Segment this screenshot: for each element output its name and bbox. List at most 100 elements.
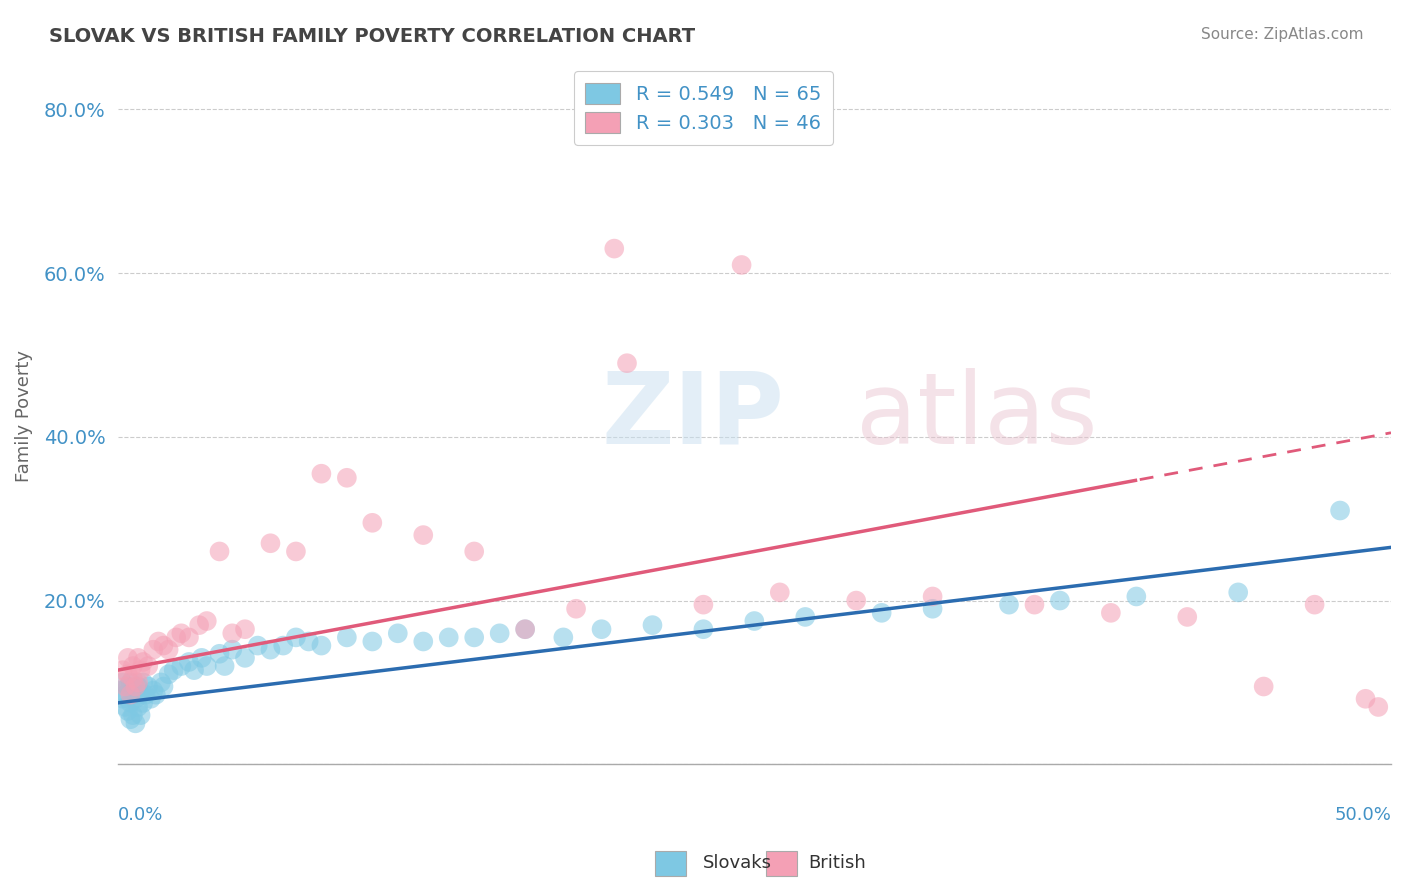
Text: 0.0%: 0.0% — [118, 806, 163, 824]
Point — [437, 631, 460, 645]
Y-axis label: Family Poverty: Family Poverty — [15, 351, 32, 483]
Point — [124, 680, 146, 694]
Point — [1175, 610, 1198, 624]
Point — [127, 651, 149, 665]
Point — [1049, 593, 1071, 607]
Point — [114, 700, 136, 714]
Point — [921, 601, 943, 615]
Point — [111, 663, 134, 677]
Point — [142, 683, 165, 698]
Point — [117, 680, 139, 694]
Point — [136, 680, 159, 694]
Point — [120, 675, 142, 690]
Point — [114, 680, 136, 694]
Point — [311, 639, 333, 653]
Point — [117, 651, 139, 665]
Point — [311, 467, 333, 481]
Point — [163, 663, 186, 677]
Point — [794, 610, 817, 624]
Point — [998, 598, 1021, 612]
Point — [165, 631, 187, 645]
Point — [488, 626, 510, 640]
Point — [603, 242, 626, 256]
Point — [692, 598, 714, 612]
Point — [136, 659, 159, 673]
Point — [233, 651, 256, 665]
Point — [132, 675, 155, 690]
Point — [271, 639, 294, 653]
Point — [177, 631, 200, 645]
Point — [132, 655, 155, 669]
Point — [1354, 691, 1376, 706]
Point — [565, 601, 588, 615]
Point — [336, 471, 359, 485]
Point — [591, 622, 613, 636]
Point — [170, 626, 193, 640]
Point — [1099, 606, 1122, 620]
Point — [124, 691, 146, 706]
Point — [412, 528, 434, 542]
Point — [170, 659, 193, 673]
Point — [117, 704, 139, 718]
Point — [124, 716, 146, 731]
Point — [142, 642, 165, 657]
Point — [259, 536, 281, 550]
Point — [148, 634, 170, 648]
Point — [188, 618, 211, 632]
Point — [208, 647, 231, 661]
Text: 50.0%: 50.0% — [1334, 806, 1391, 824]
Text: Source: ZipAtlas.com: Source: ZipAtlas.com — [1201, 27, 1364, 42]
Point — [361, 516, 384, 530]
Point — [513, 622, 536, 636]
Text: SLOVAK VS BRITISH FAMILY POVERTY CORRELATION CHART: SLOVAK VS BRITISH FAMILY POVERTY CORRELA… — [49, 27, 696, 45]
Point — [208, 544, 231, 558]
Point — [152, 680, 174, 694]
Point — [152, 639, 174, 653]
Point — [730, 258, 752, 272]
Point — [641, 618, 664, 632]
Point — [1303, 598, 1326, 612]
Point — [284, 544, 307, 558]
Point — [233, 622, 256, 636]
Point — [870, 606, 893, 620]
Point — [214, 659, 236, 673]
Point — [127, 680, 149, 694]
Point — [122, 708, 145, 723]
Point — [259, 642, 281, 657]
Point — [221, 642, 243, 657]
Point — [122, 671, 145, 685]
Point — [157, 642, 180, 657]
Point — [616, 356, 638, 370]
Point — [1125, 590, 1147, 604]
Point — [135, 688, 157, 702]
Point — [336, 631, 359, 645]
Point — [139, 691, 162, 706]
Point — [513, 622, 536, 636]
Point — [114, 688, 136, 702]
Point — [145, 688, 167, 702]
Point — [122, 683, 145, 698]
Point — [463, 544, 485, 558]
Text: ZIP: ZIP — [602, 368, 785, 465]
Point — [412, 634, 434, 648]
Point — [120, 688, 142, 702]
Point — [129, 663, 152, 677]
Text: atlas: atlas — [856, 368, 1098, 465]
Point — [387, 626, 409, 640]
Point — [157, 667, 180, 681]
Point — [1227, 585, 1250, 599]
Point — [361, 634, 384, 648]
Point — [111, 675, 134, 690]
Point — [769, 585, 792, 599]
Point — [195, 614, 218, 628]
Point — [149, 675, 172, 690]
Point — [177, 655, 200, 669]
Point — [129, 708, 152, 723]
Point — [246, 639, 269, 653]
Point — [127, 675, 149, 690]
Point — [1024, 598, 1046, 612]
Point — [110, 683, 132, 698]
Text: British: British — [808, 855, 866, 872]
Point — [183, 663, 205, 677]
Point — [298, 634, 321, 648]
